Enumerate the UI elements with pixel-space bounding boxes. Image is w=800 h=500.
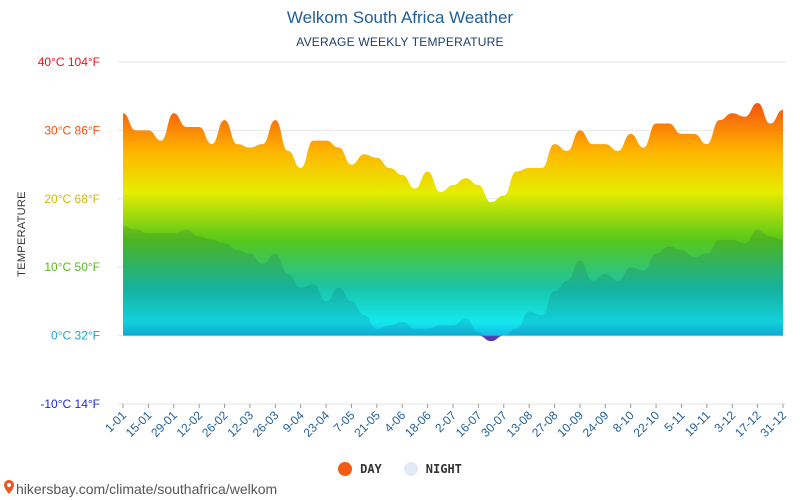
y-tick-label: 40°C 104°F	[38, 55, 100, 69]
legend-item-night[interactable]: NIGHT	[403, 462, 462, 476]
x-tick-label: 26-02	[199, 408, 231, 440]
legend-day-label: DAY	[360, 462, 382, 476]
y-tick-label: 20°C 68°F	[44, 192, 100, 206]
x-tick-label: 16-07	[453, 408, 485, 440]
chart-title: Welkom South Africa Weather	[286, 8, 514, 27]
x-tick-label: 17-12	[732, 408, 764, 440]
source-url[interactable]: hikersbay.com/climate/southafrica/welkom	[16, 480, 278, 497]
x-tick-label: 10-09	[554, 408, 586, 440]
y-tick-label: 30°C 86°F	[44, 123, 100, 137]
x-tick-label: 24-09	[580, 408, 612, 440]
x-tick-label: 31-12	[758, 408, 790, 440]
legend-item-day[interactable]: DAY	[338, 462, 382, 476]
y-tick-label: 10°C 50°F	[44, 260, 100, 274]
legend-night-label: NIGHT	[425, 462, 462, 476]
x-tick-label: 23-04	[301, 408, 333, 440]
y-tick-label: -10°C 14°F	[40, 397, 100, 411]
night-legend-dot	[403, 462, 418, 476]
x-tick-label: 19-11	[682, 408, 713, 439]
x-tick-label: 12-03	[224, 408, 256, 440]
x-tick-label: 29-01	[148, 408, 180, 440]
temperature-areas	[123, 103, 783, 342]
x-tick-label: 22-10	[631, 408, 663, 440]
x-tick-label: 13-08	[504, 408, 536, 440]
x-tick-labels: 1-0115-0129-0112-0226-0212-0326-039-0423…	[102, 404, 789, 440]
y-tick-labels: 40°C 104°F 30°C 86°F 20°C 68°F 10°C 50°F 0°C…	[38, 55, 100, 411]
legend: DAY NIGHT	[0, 462, 800, 476]
day-legend-dot	[338, 462, 353, 476]
temperature-chart: 40°C 104°F 30°C 86°F 20°C 68°F 10°C 50°F 0°C…	[38, 55, 790, 440]
y-tick-label: 0°C 32°F	[51, 329, 100, 343]
x-tick-label: 27-08	[529, 408, 561, 440]
x-tick-label: 30-07	[478, 408, 510, 440]
x-tick-label: 18-06	[402, 408, 434, 440]
x-tick-label: 26-03	[250, 408, 282, 440]
night-below-zero-area	[123, 335, 783, 342]
night-series-area	[123, 226, 783, 342]
source-footer: hikersbay.com/climate/southafrica/welkom	[4, 480, 277, 497]
x-tick-label: 12-02	[174, 408, 206, 440]
map-pin-icon	[4, 480, 14, 497]
day-series-area	[123, 103, 783, 336]
x-tick-label: 15-01	[123, 408, 155, 440]
x-tick-label: 21-05	[351, 408, 383, 440]
chart-subtitle: AVERAGE WEEKLY TEMPERATURE	[296, 35, 504, 49]
